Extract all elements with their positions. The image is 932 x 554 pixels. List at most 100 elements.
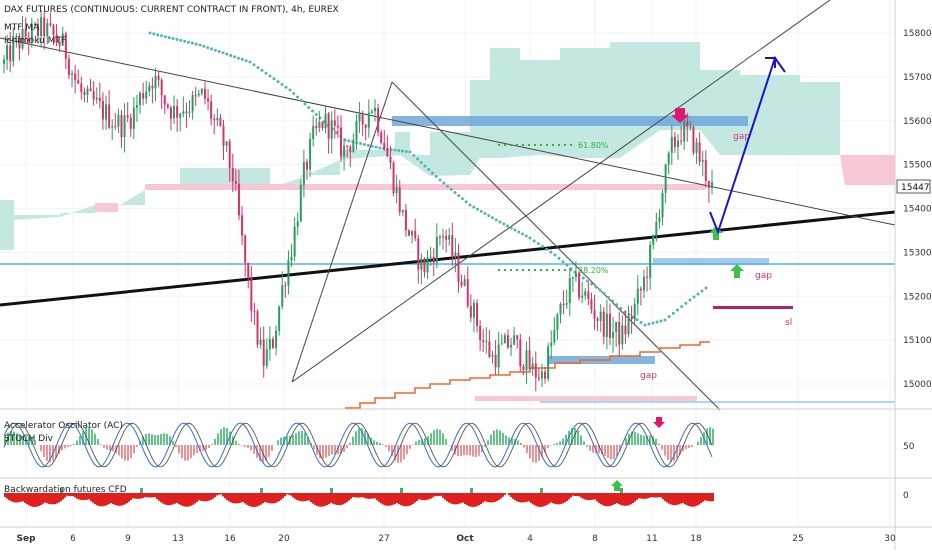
back-bar [560,493,562,504]
back-bar [166,493,168,505]
candle-body [634,304,636,319]
ac-bar [412,444,414,445]
ma-dot [652,322,655,325]
legend-ichimoku[interactable]: Ichimoku MTF [4,36,66,46]
ac-bar [445,439,447,445]
ma-dot [367,144,370,147]
back-bar [322,493,324,507]
back-bar [614,493,616,504]
back-bar [430,493,432,498]
price-axis[interactable]: 1500015100152001530015400155001560015700… [903,29,932,390]
candle-body [674,137,676,147]
legend-ac[interactable]: Accelerator Oscillator (AC) [4,421,123,431]
candle-body [408,230,410,235]
legend-ma[interactable]: MTF MA [4,23,40,33]
candle-body [195,95,197,96]
symbol-title[interactable]: DAX FUTURES (CONTINUOUS: CURRENT CONTRAC… [4,5,339,15]
ac-bar [634,432,636,445]
back-bar [132,493,134,498]
candle-body [677,140,679,146]
ac-bar [208,445,210,448]
back-bar [692,493,694,507]
back-bar [326,493,328,505]
ac-bar [406,445,408,454]
candle-body [86,88,88,94]
back-bar [706,493,708,501]
back-bar [204,493,206,501]
back-bar [300,493,302,501]
ma-dot [229,54,232,57]
ma-dot [300,99,303,102]
candle-body [182,111,184,113]
candle-body [445,236,447,240]
candle-body [374,108,376,111]
candle-body [291,257,293,261]
legend-backwardation[interactable]: Backwardation futures CFD [4,485,127,495]
back-bar [252,493,254,507]
ma-dot [619,307,622,310]
candle-body [321,122,323,128]
back-bar [208,493,210,501]
back-bar [654,493,656,498]
candle-body [389,156,391,162]
back-bar [374,493,376,498]
candle-body [170,107,172,118]
candle-body [399,187,401,212]
candle-body [127,115,129,117]
ma-dot [397,149,400,152]
back-bar [586,493,588,500]
back-bar [196,493,198,502]
candle-body [615,322,617,332]
back-bar [690,493,692,507]
ma-dot [172,37,175,40]
back-bar [324,493,326,506]
ac-bar [697,442,699,445]
back-bar [634,493,636,502]
back-bar [474,493,476,507]
ma-dot [233,55,236,58]
back-bar [604,493,606,506]
back-bar [318,493,320,506]
back-bar [346,493,348,502]
back-bar [594,493,596,500]
candle-body [309,139,311,170]
ac-bar [220,429,222,445]
back-bar [592,493,594,500]
ma-dot [484,212,487,215]
back-bar [224,493,226,498]
ma-dot [607,296,610,299]
back-bar [424,493,426,500]
back-bar [358,493,360,497]
ac-bar [373,440,375,445]
back-bar [492,493,494,502]
back-bar [630,493,632,504]
ac-bar [580,435,582,445]
ma-dot [253,63,256,66]
back-bar [514,493,516,500]
back-bar [582,493,584,499]
ac-bar [79,436,81,445]
ac-bar [40,445,42,451]
back-bar [296,493,298,500]
candle-body [303,162,305,185]
candle-body [476,303,478,326]
back-bar [270,493,272,503]
candle-body [383,143,385,149]
back-bar [182,493,184,506]
ma-dot [529,237,532,240]
back-bar [458,493,460,504]
ac-bar [217,433,219,445]
ac-bar [526,445,528,453]
candle-body [117,115,119,127]
candle-body [176,106,178,118]
legend-stoch[interactable]: STOCH Div [4,434,54,444]
back-bar [548,493,550,504]
back-bar [646,493,648,499]
back-bar-positive [330,488,333,493]
back-bar [498,493,500,500]
candle-body [3,60,5,64]
candle-body [6,45,8,59]
candle-body [433,257,435,263]
